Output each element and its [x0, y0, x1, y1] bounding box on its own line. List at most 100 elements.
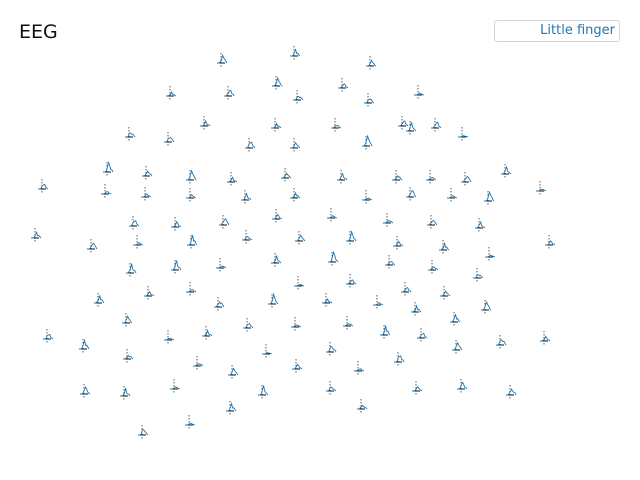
channel-19	[398, 116, 409, 131]
channel-98	[123, 349, 134, 364]
channel-113	[412, 381, 423, 396]
waveform-trace	[354, 368, 365, 372]
legend-entry-little-finger: Little finger	[540, 23, 615, 38]
channel-104	[354, 361, 365, 376]
waveform-trace	[484, 190, 495, 202]
waveform-trace	[411, 304, 422, 313]
waveform-trace	[401, 287, 412, 293]
waveform-trace	[406, 189, 417, 198]
channel-61	[545, 235, 556, 250]
channel-67	[328, 250, 339, 267]
waveform-trace	[431, 121, 442, 129]
waveform-trace	[439, 241, 450, 251]
channel-65	[271, 253, 282, 268]
channel-62	[126, 263, 137, 278]
waveform-trace	[392, 175, 403, 181]
waveform-trace	[322, 298, 333, 304]
waveform-trace	[217, 53, 228, 64]
waveform-trace	[226, 402, 237, 412]
channel-44	[31, 228, 42, 243]
waveform-trace	[485, 254, 496, 258]
channel-45	[87, 239, 98, 254]
waveform-trace	[540, 335, 551, 342]
waveform-trace	[291, 324, 302, 328]
waveform-trace	[290, 141, 301, 149]
waveform-trace	[80, 385, 91, 395]
channel-76	[186, 282, 197, 297]
waveform-trace	[427, 219, 438, 226]
waveform-trace	[481, 300, 492, 311]
waveform-trace	[428, 266, 439, 271]
channel-99	[193, 356, 204, 371]
channel-42	[501, 164, 512, 179]
waveform-trace	[170, 386, 181, 390]
channel-87	[164, 330, 175, 345]
channel-93	[417, 328, 428, 343]
channel-22	[458, 127, 469, 142]
channel-8	[338, 78, 349, 93]
waveform-trace	[383, 219, 394, 224]
channel-29	[186, 188, 197, 203]
channel-114	[457, 379, 468, 394]
channel-60	[475, 218, 486, 233]
waveform-trace	[362, 197, 373, 201]
waveform-trace	[414, 92, 425, 96]
waveform-trace	[268, 292, 279, 305]
waveform-trace	[166, 90, 177, 97]
waveform-trace	[241, 192, 252, 201]
waveform-trace	[290, 191, 301, 199]
channel-75	[144, 286, 155, 301]
waveform-trace	[398, 120, 409, 127]
waveform-trace	[393, 240, 404, 247]
waveform-trace	[475, 220, 486, 229]
channel-103	[326, 342, 337, 357]
channel-7	[293, 90, 304, 105]
channel-90	[291, 317, 302, 332]
waveform-trace	[457, 381, 468, 390]
waveform-trace	[94, 295, 105, 304]
waveform-trace	[125, 132, 136, 138]
waveform-trace	[536, 188, 547, 192]
legend: Little finger	[494, 20, 620, 42]
waveform-trace	[362, 134, 373, 147]
channel-11	[125, 127, 136, 142]
waveform-trace	[185, 422, 196, 426]
waveform-trace	[326, 346, 337, 353]
waveform-trace	[120, 387, 131, 397]
channel-82	[440, 286, 451, 301]
waveform-trace	[506, 388, 517, 396]
waveform-trace	[79, 338, 90, 350]
waveform-trace	[458, 135, 469, 138]
channel-28	[186, 169, 197, 185]
waveform-trace	[295, 234, 306, 242]
channel-81	[411, 302, 422, 317]
channel-57	[393, 236, 404, 251]
channel-86	[122, 313, 133, 328]
waveform-trace	[262, 352, 273, 355]
channel-115	[506, 385, 517, 400]
channel-59	[439, 240, 450, 255]
waveform-trace	[346, 279, 357, 285]
channel-85	[43, 329, 54, 344]
channel-3	[366, 56, 377, 71]
waveform-trace	[385, 261, 396, 266]
waveform-trace	[219, 218, 230, 226]
waveform-trace	[187, 235, 198, 246]
channel-105	[394, 352, 405, 367]
waveform-trace	[193, 363, 204, 367]
waveform-trace	[133, 241, 144, 246]
channel-107	[120, 386, 131, 401]
waveform-trace	[144, 290, 155, 297]
waveform-trace	[473, 274, 484, 279]
channel-109	[226, 401, 237, 416]
channel-47	[133, 235, 144, 250]
waveform-trace	[43, 333, 54, 340]
waveform-trace	[101, 191, 112, 195]
channel-96	[540, 331, 551, 346]
waveform-trace	[243, 323, 254, 329]
channel-17	[331, 118, 342, 133]
channel-54	[327, 208, 338, 223]
channel-66	[294, 276, 305, 291]
channel-88	[202, 326, 213, 341]
channel-30	[227, 172, 238, 187]
